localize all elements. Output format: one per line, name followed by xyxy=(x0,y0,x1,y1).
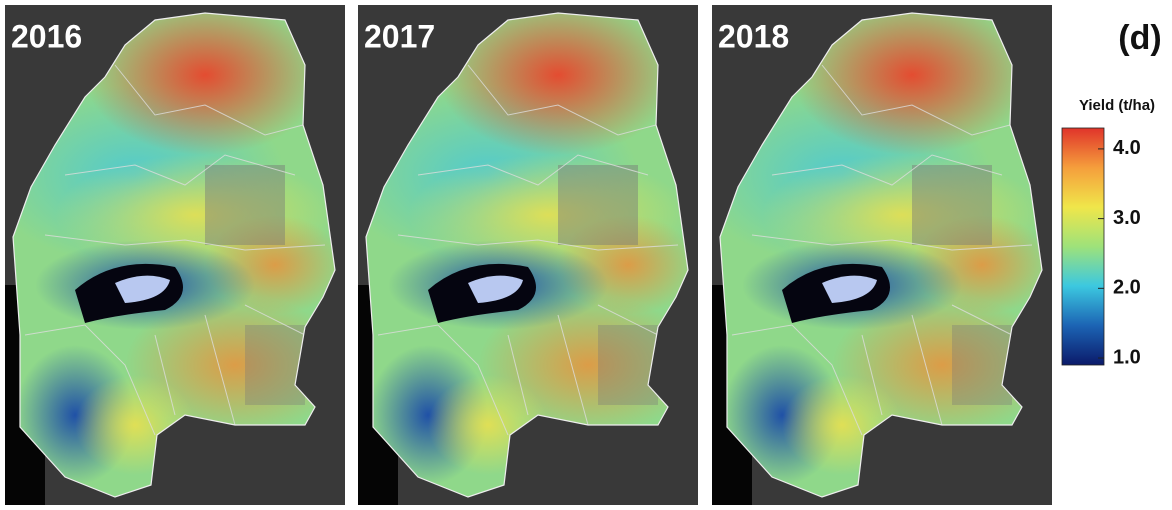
map-image xyxy=(338,0,698,505)
colorbar-tick-label: 4.0 xyxy=(1113,137,1141,159)
colorbar-tick-label: 2.0 xyxy=(1113,277,1141,299)
map-panel: 2016 xyxy=(0,0,345,505)
figure-label: (d) xyxy=(1118,19,1161,57)
legend-title: Yield (t/ha) xyxy=(1079,97,1155,114)
map-panel: 2017 xyxy=(338,0,698,505)
panel-year: 2016 xyxy=(11,18,82,54)
colorbar-tick-label: 1.0 xyxy=(1113,346,1141,368)
colorbar-tick-label: 3.0 xyxy=(1113,207,1141,229)
map-image xyxy=(692,0,1052,505)
panel-year: 2017 xyxy=(364,18,435,54)
colorbar xyxy=(1061,127,1105,366)
map-image xyxy=(0,0,345,505)
panel-year: 2018 xyxy=(718,18,789,54)
map-panel: 2018 xyxy=(692,0,1052,505)
